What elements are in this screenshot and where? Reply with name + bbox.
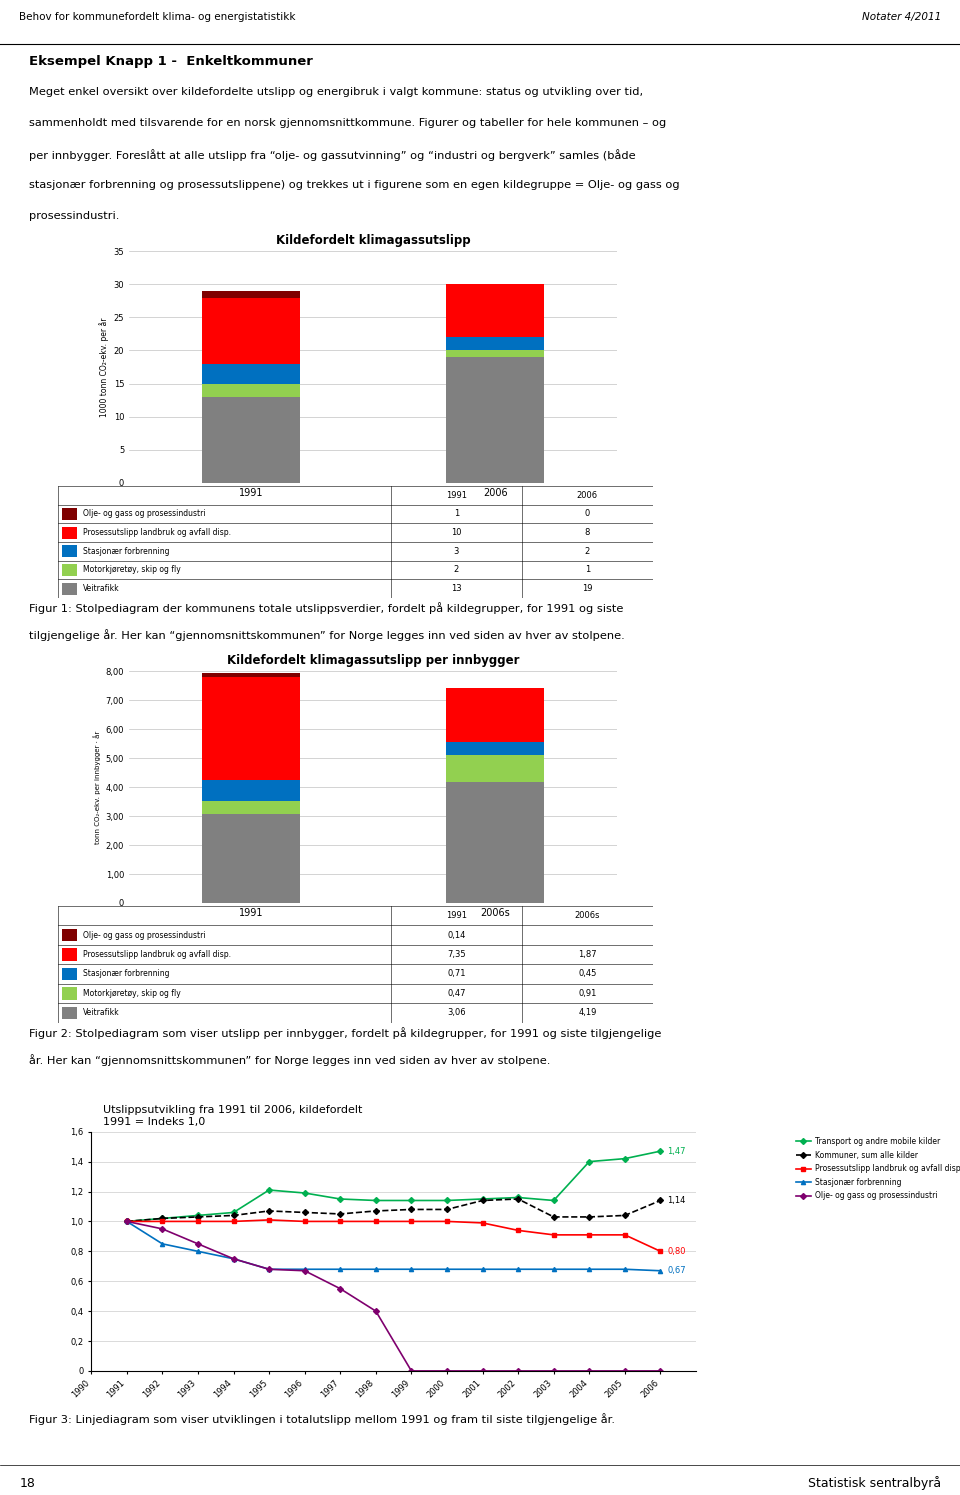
Text: 10: 10: [451, 528, 462, 537]
Text: 1,14: 1,14: [667, 1196, 685, 1205]
Bar: [62, 508, 77, 520]
Y-axis label: tonn CO₂-ekv. per innbygger · år: tonn CO₂-ekv. per innbygger · år: [94, 731, 102, 843]
Text: 0,45: 0,45: [578, 969, 596, 979]
Bar: [62, 1006, 77, 1020]
Text: Prosessutslipp landbruk og avfall disp.: Prosessutslipp landbruk og avfall disp.: [83, 949, 230, 960]
Bar: [446, 357, 544, 483]
Bar: [446, 338, 544, 350]
Bar: [203, 815, 300, 903]
Bar: [203, 292, 300, 298]
Bar: [203, 384, 300, 396]
Text: 3: 3: [454, 547, 459, 556]
Text: Prosessutslipp landbruk og avfall disp.: Prosessutslipp landbruk og avfall disp.: [83, 528, 230, 537]
Text: Utslippsutvikling fra 1991 til 2006, kildefordelt
1991 = Indeks 1,0: Utslippsutvikling fra 1991 til 2006, kil…: [104, 1105, 363, 1127]
Text: Stasjonær forbrenning: Stasjonær forbrenning: [83, 969, 169, 979]
Text: Olje- og gass og prosessindustri: Olje- og gass og prosessindustri: [83, 510, 205, 519]
Text: sammenholdt med tilsvarende for en norsk gjennomsnittkommune. Figurer og tabelle: sammenholdt med tilsvarende for en norsk…: [29, 118, 666, 129]
Bar: [62, 928, 77, 942]
Text: 0,91: 0,91: [578, 988, 596, 999]
Text: 19: 19: [582, 585, 592, 594]
Text: 7,35: 7,35: [447, 949, 466, 960]
Bar: [62, 564, 77, 576]
Text: 13: 13: [451, 585, 462, 594]
Bar: [62, 546, 77, 558]
Bar: [62, 987, 77, 1000]
Text: tilgjengelige år. Her kan “gjennomsnittskommunen” for Norge legges inn ved siden: tilgjengelige år. Her kan “gjennomsnitts…: [29, 629, 625, 641]
Bar: [203, 673, 300, 677]
Text: Behov for kommunefordelt klima- og energistatistikk: Behov for kommunefordelt klima- og energ…: [19, 12, 296, 22]
Text: Motorkjøretøy, skip og fly: Motorkjøretøy, skip og fly: [83, 565, 180, 574]
Text: 0,67: 0,67: [667, 1266, 686, 1275]
Bar: [446, 350, 544, 357]
Text: Stasjonær forbrenning: Stasjonær forbrenning: [83, 547, 169, 556]
Text: prosessindustri.: prosessindustri.: [29, 211, 119, 221]
Bar: [62, 967, 77, 981]
Text: 1991: 1991: [445, 910, 467, 921]
Bar: [203, 801, 300, 815]
Text: 0,71: 0,71: [447, 969, 466, 979]
Bar: [446, 284, 544, 338]
Text: 1991: 1991: [445, 490, 467, 499]
Text: 4,19: 4,19: [578, 1008, 596, 1018]
Bar: [62, 948, 77, 961]
Text: 2006s: 2006s: [575, 910, 600, 921]
Text: Meget enkel oversikt over kildefordelte utslipp og energibruk i valgt kommune: s: Meget enkel oversikt over kildefordelte …: [29, 87, 643, 97]
Text: 3,06: 3,06: [447, 1008, 466, 1018]
Text: Figur 2: Stolpediagram som viser utslipp per innbygger, fordelt på kildegrupper,: Figur 2: Stolpediagram som viser utslipp…: [29, 1027, 661, 1039]
Bar: [446, 742, 544, 755]
Text: Olje- og gass og prosessindustri: Olje- og gass og prosessindustri: [83, 930, 205, 940]
Title: Kildefordelt klimagassutslipp per innbygger: Kildefordelt klimagassutslipp per innbyg…: [227, 655, 519, 667]
Text: Figur 3: Linjediagram som viser utviklingen i totalutslipp mellom 1991 og fram t: Figur 3: Linjediagram som viser utviklin…: [29, 1413, 614, 1425]
Bar: [203, 298, 300, 363]
Text: Statistisk sentralbyrå: Statistisk sentralbyrå: [807, 1477, 941, 1491]
Bar: [62, 526, 77, 538]
Text: Figur 1: Stolpediagram der kommunens totale utslippsverdier, fordelt på kildegru: Figur 1: Stolpediagram der kommunens tot…: [29, 602, 623, 614]
Text: 1,47: 1,47: [667, 1147, 686, 1156]
Text: Veitrafikk: Veitrafikk: [83, 1008, 119, 1018]
Text: stasjonær forbrenning og prosessutslippene) og trekkes ut i figurene som en egen: stasjonær forbrenning og prosessutslippe…: [29, 179, 680, 190]
Text: 18: 18: [19, 1477, 36, 1491]
Text: 0: 0: [585, 510, 590, 519]
Bar: [203, 677, 300, 780]
Bar: [62, 583, 77, 595]
Text: 8: 8: [585, 528, 590, 537]
Text: Eksempel Knapp 1 -  Enkeltkommuner: Eksempel Knapp 1 - Enkeltkommuner: [29, 55, 313, 69]
Legend: Transport og andre mobile kilder, Kommuner, sum alle kilder, Prosessutslipp land: Transport og andre mobile kilder, Kommun…: [794, 1136, 960, 1202]
Bar: [203, 396, 300, 483]
Text: år. Her kan “gjennomsnittskommunen” for Norge legges inn ved siden av hver av st: år. Her kan “gjennomsnittskommunen” for …: [29, 1054, 550, 1066]
Text: Veitrafikk: Veitrafikk: [83, 585, 119, 594]
Text: 1,87: 1,87: [578, 949, 597, 960]
Text: 2: 2: [454, 565, 459, 574]
Text: Notater 4/2011: Notater 4/2011: [861, 12, 941, 22]
Text: 1: 1: [454, 510, 459, 519]
Text: 0,47: 0,47: [447, 988, 466, 999]
Text: 2: 2: [585, 547, 590, 556]
Text: Motorkjøretøy, skip og fly: Motorkjøretøy, skip og fly: [83, 988, 180, 999]
Bar: [446, 688, 544, 742]
Bar: [446, 755, 544, 782]
Y-axis label: 1000 tonn CO₂-ekv. per år: 1000 tonn CO₂-ekv. per år: [100, 317, 109, 417]
Text: 0,14: 0,14: [447, 930, 466, 940]
Title: Kildefordelt klimagassutslipp: Kildefordelt klimagassutslipp: [276, 235, 470, 247]
Bar: [203, 780, 300, 801]
Bar: [446, 782, 544, 903]
Text: 2006: 2006: [577, 490, 598, 499]
Text: 1: 1: [585, 565, 590, 574]
Text: per innbygger. Foreslått at alle utslipp fra “olje- og gassutvinning” og “indust: per innbygger. Foreslått at alle utslipp…: [29, 150, 636, 161]
Text: 0,80: 0,80: [667, 1247, 686, 1256]
Bar: [203, 363, 300, 384]
